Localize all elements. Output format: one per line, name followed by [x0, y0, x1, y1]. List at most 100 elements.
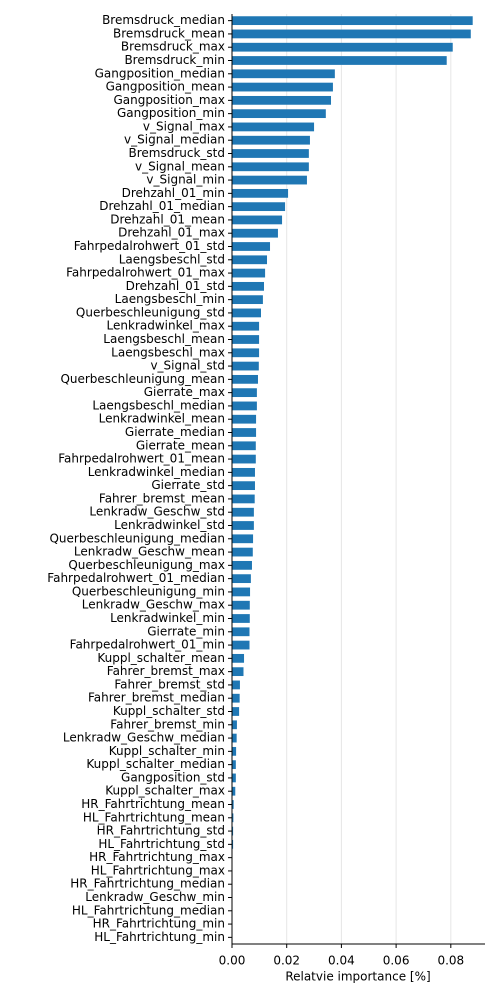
x-tick-label: 0.02: [273, 954, 300, 968]
y-tick-label: Gangposition_min: [117, 106, 225, 120]
bar: [232, 587, 251, 597]
x-tick-label: 0.00: [219, 954, 246, 968]
bar: [232, 361, 259, 371]
y-tick-label: Laengsbeschl_min: [115, 292, 225, 306]
y-tick-label: Lenkradw_Geschw_min: [85, 890, 225, 904]
y-tick-label: Kuppl_schalter_min: [109, 744, 225, 758]
bar: [232, 56, 447, 65]
bar: [232, 507, 254, 517]
y-tick-label: Bremsdruck_min: [124, 53, 225, 67]
y-tick-label: Gangposition_std: [121, 770, 225, 784]
bar: [232, 401, 257, 411]
y-tick-label: Gierrate_median: [125, 425, 225, 439]
bar: [232, 95, 332, 105]
y-tick-label: HL_Fahrtrichtung_min: [94, 930, 225, 944]
bar: [232, 348, 260, 358]
bar: [232, 29, 471, 39]
y-tick-label: Laengsbeschl_max: [111, 345, 225, 359]
bar: [232, 109, 326, 119]
bar: [232, 242, 271, 251]
bar: [232, 255, 268, 265]
y-tick-label: Fahrpedalrohwert_01_mean: [58, 452, 225, 466]
bar: [232, 773, 236, 783]
bar: [232, 135, 310, 145]
bar: [232, 640, 250, 650]
y-tick-label: Fahrpedalrohwert_01_median: [47, 571, 225, 585]
bar: [232, 335, 260, 344]
y-tick-label: Bremsdruck_max: [121, 40, 225, 54]
x-tick-label: 0.06: [383, 954, 410, 968]
x-axis-label: Relatvie importance [%]: [285, 970, 430, 984]
bar: [232, 268, 266, 278]
y-tick-label: HR_Fahrtrichtung_min: [93, 917, 225, 931]
y-tick-label: v_Signal_mean: [135, 159, 225, 173]
bar: [232, 760, 236, 770]
y-tick-label: Lenkradwinkel_max: [107, 319, 225, 333]
y-tick-label: Fahrer_bremst_median: [88, 691, 225, 705]
y-tick-label: Querbeschleunigung_min: [72, 584, 225, 598]
y-tick-label: Gierrate_max: [144, 385, 225, 399]
y-tick-label: v_Signal_median: [124, 133, 225, 147]
bar: [232, 42, 453, 52]
bar: [232, 202, 286, 212]
y-tick-label: Lenkradwinkel_mean: [99, 412, 225, 426]
y-tick-label: Querbeschleunigung_std: [76, 305, 225, 319]
y-tick-label: Gierrate_min: [147, 624, 225, 638]
y-tick-label: Bremsdruck_median: [102, 13, 225, 27]
bar: [232, 746, 237, 756]
y-tick-label: Lenkradwinkel_std: [114, 518, 225, 532]
y-tick-label: Drehzahl_01_max: [118, 226, 225, 240]
bar: [232, 667, 244, 677]
bar: [232, 16, 473, 26]
y-tick-label: Fahrer_bremst_mean: [99, 491, 225, 505]
bar: [232, 614, 250, 623]
y-tick-label: HR_Fahrtrichtung_median: [70, 877, 225, 891]
y-tick-label: Fahrer_bremst_min: [110, 717, 225, 731]
bar: [232, 82, 333, 92]
bar: [232, 228, 278, 238]
y-tick-label: HL_Fahrtrichtung_mean: [83, 810, 225, 824]
bar: [232, 627, 250, 637]
y-tick-label: HL_Fahrtrichtung_std: [98, 837, 225, 851]
bar: [232, 693, 240, 703]
y-tick-label: Lenkradw_Geschw_median: [63, 731, 225, 745]
x-tick-label: 0.04: [328, 954, 355, 968]
y-tick-label: Querbeschleunigung_median: [49, 531, 225, 545]
x-tick-label: 0.08: [437, 954, 464, 968]
y-tick-label: Lenkradw_Geschw_std: [89, 505, 225, 519]
bar: [232, 547, 253, 557]
y-tick-label: Lenkradwinkel_median: [88, 465, 225, 479]
y-tick-label: Laengsbeschl_std: [119, 252, 225, 266]
y-tick-label: Kuppl_schalter_mean: [97, 651, 225, 665]
bar: [232, 188, 289, 198]
y-tick-label: Drehzahl_01_mean: [110, 212, 225, 226]
bar: [232, 467, 255, 477]
bar: [232, 800, 234, 809]
y-tick-label: Kuppl_schalter_max: [105, 784, 225, 798]
y-tick-label: Lenkradw_Geschw_mean: [74, 545, 225, 559]
bar: [232, 162, 309, 172]
y-tick-label: HR_Fahrtrichtung_max: [89, 850, 225, 864]
bar: [232, 122, 315, 132]
y-tick-label: Kuppl_schalter_median: [86, 757, 225, 771]
y-tick-label: Gangposition_mean: [106, 80, 225, 94]
y-tick-label: Kuppl_schalter_std: [113, 704, 225, 718]
bar: [232, 826, 234, 836]
bar: [232, 281, 265, 291]
y-tick-label: Bremsdruck_mean: [113, 26, 225, 40]
bar: [232, 428, 257, 437]
y-tick-label: Laengsbeschl_mean: [103, 332, 225, 346]
y-tick-label: HR_Fahrtrichtung_std: [97, 824, 225, 838]
bar: [232, 69, 335, 79]
y-tick-label: Fahrpedalrohwert_01_max: [66, 266, 225, 280]
bar: [232, 534, 254, 544]
y-tick-label: Gierrate_mean: [136, 438, 225, 452]
y-tick-label: Bremsdruck_std: [128, 146, 225, 160]
y-tick-label: Drehzahl_01_min: [122, 186, 225, 200]
bar: [232, 295, 263, 305]
bar: [232, 600, 250, 610]
y-tick-label: Fahrpedalrohwert_01_std: [74, 239, 225, 253]
bar: [232, 733, 237, 743]
y-tick-label: v_Signal_std: [150, 359, 225, 373]
